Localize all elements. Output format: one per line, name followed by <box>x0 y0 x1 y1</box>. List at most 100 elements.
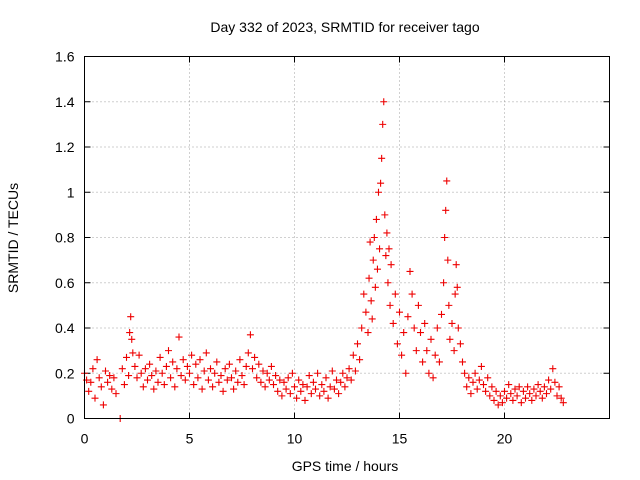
data-point <box>314 369 322 377</box>
data-point <box>207 365 214 373</box>
y-tick-label: 1 <box>67 184 75 200</box>
data-point <box>118 365 126 373</box>
data-point <box>534 381 542 389</box>
y-tick-label: 0.4 <box>55 320 75 336</box>
data-point <box>123 353 130 361</box>
data-point <box>282 385 290 393</box>
data-point <box>160 381 168 389</box>
data-point <box>351 367 359 375</box>
data-point <box>144 376 151 384</box>
data-point <box>393 340 401 348</box>
data-point <box>419 358 427 366</box>
data-point <box>456 340 464 348</box>
data-point <box>135 351 143 359</box>
data-points <box>81 98 567 422</box>
data-point <box>291 383 298 391</box>
y-axis-label: SRMTID / TECUs <box>5 183 21 293</box>
data-point <box>528 396 536 404</box>
data-point <box>557 394 565 402</box>
data-point <box>389 319 397 327</box>
data-point <box>347 376 355 384</box>
data-point <box>301 396 309 404</box>
data-point <box>276 376 284 384</box>
data-point <box>379 120 387 128</box>
x-tick-label: 5 <box>186 431 194 447</box>
data-point <box>183 362 191 370</box>
data-point <box>448 319 456 327</box>
data-point <box>162 362 170 370</box>
data-point <box>440 279 448 287</box>
data-point <box>97 383 105 391</box>
data-point <box>154 378 162 386</box>
data-point <box>305 372 313 380</box>
data-point <box>380 98 388 106</box>
data-point <box>538 394 546 402</box>
data-point <box>443 177 451 185</box>
data-point <box>99 401 107 409</box>
data-point <box>354 340 361 348</box>
data-point <box>345 365 353 373</box>
data-point <box>228 374 235 382</box>
data-point <box>505 381 513 389</box>
data-point <box>337 378 345 386</box>
data-point <box>459 358 466 366</box>
data-point <box>211 369 219 377</box>
data-point <box>146 360 154 368</box>
data-point <box>366 238 374 246</box>
data-point <box>349 351 357 359</box>
data-point <box>299 381 307 389</box>
data-point <box>386 301 394 309</box>
data-point <box>559 399 567 407</box>
data-point <box>519 387 527 395</box>
data-point <box>295 376 303 384</box>
data-point <box>496 392 504 400</box>
data-point <box>89 365 97 373</box>
data-point <box>125 372 133 380</box>
data-point <box>530 385 538 393</box>
data-point <box>343 374 351 382</box>
data-point <box>391 290 399 298</box>
data-point <box>221 365 229 373</box>
data-point <box>360 290 368 298</box>
data-point <box>137 369 145 377</box>
data-point <box>549 365 557 373</box>
data-point <box>112 390 120 398</box>
data-point <box>120 381 128 389</box>
data-point <box>192 360 200 368</box>
data-point <box>175 333 183 341</box>
data-point <box>445 301 453 309</box>
y-tick-label: 1.2 <box>55 139 75 155</box>
data-point <box>400 329 408 337</box>
data-point <box>95 374 103 382</box>
data-point <box>139 383 147 391</box>
data-point <box>461 369 469 377</box>
data-point <box>463 383 471 391</box>
x-axis-label: GPS time / hours <box>292 458 399 474</box>
y-tick-label: 1.6 <box>55 49 75 65</box>
data-point <box>364 329 372 337</box>
data-point <box>522 394 529 402</box>
data-point <box>106 372 114 380</box>
data-point <box>384 279 392 287</box>
data-point <box>441 234 449 241</box>
data-point <box>507 390 515 398</box>
data-point <box>433 324 441 332</box>
x-tick-label: 10 <box>287 431 303 447</box>
data-point <box>477 362 485 370</box>
data-point <box>128 335 136 343</box>
data-point <box>417 329 424 337</box>
data-point <box>158 369 166 377</box>
data-point <box>253 374 261 382</box>
data-point <box>368 315 376 323</box>
data-point <box>513 392 521 400</box>
data-point <box>257 378 265 386</box>
data-point <box>131 362 139 370</box>
data-point <box>503 394 511 402</box>
data-point <box>188 351 196 359</box>
data-point <box>383 229 391 237</box>
data-point <box>473 385 481 393</box>
data-point <box>126 329 134 337</box>
data-point <box>194 374 202 382</box>
data-point <box>431 351 439 359</box>
data-point <box>427 335 435 343</box>
